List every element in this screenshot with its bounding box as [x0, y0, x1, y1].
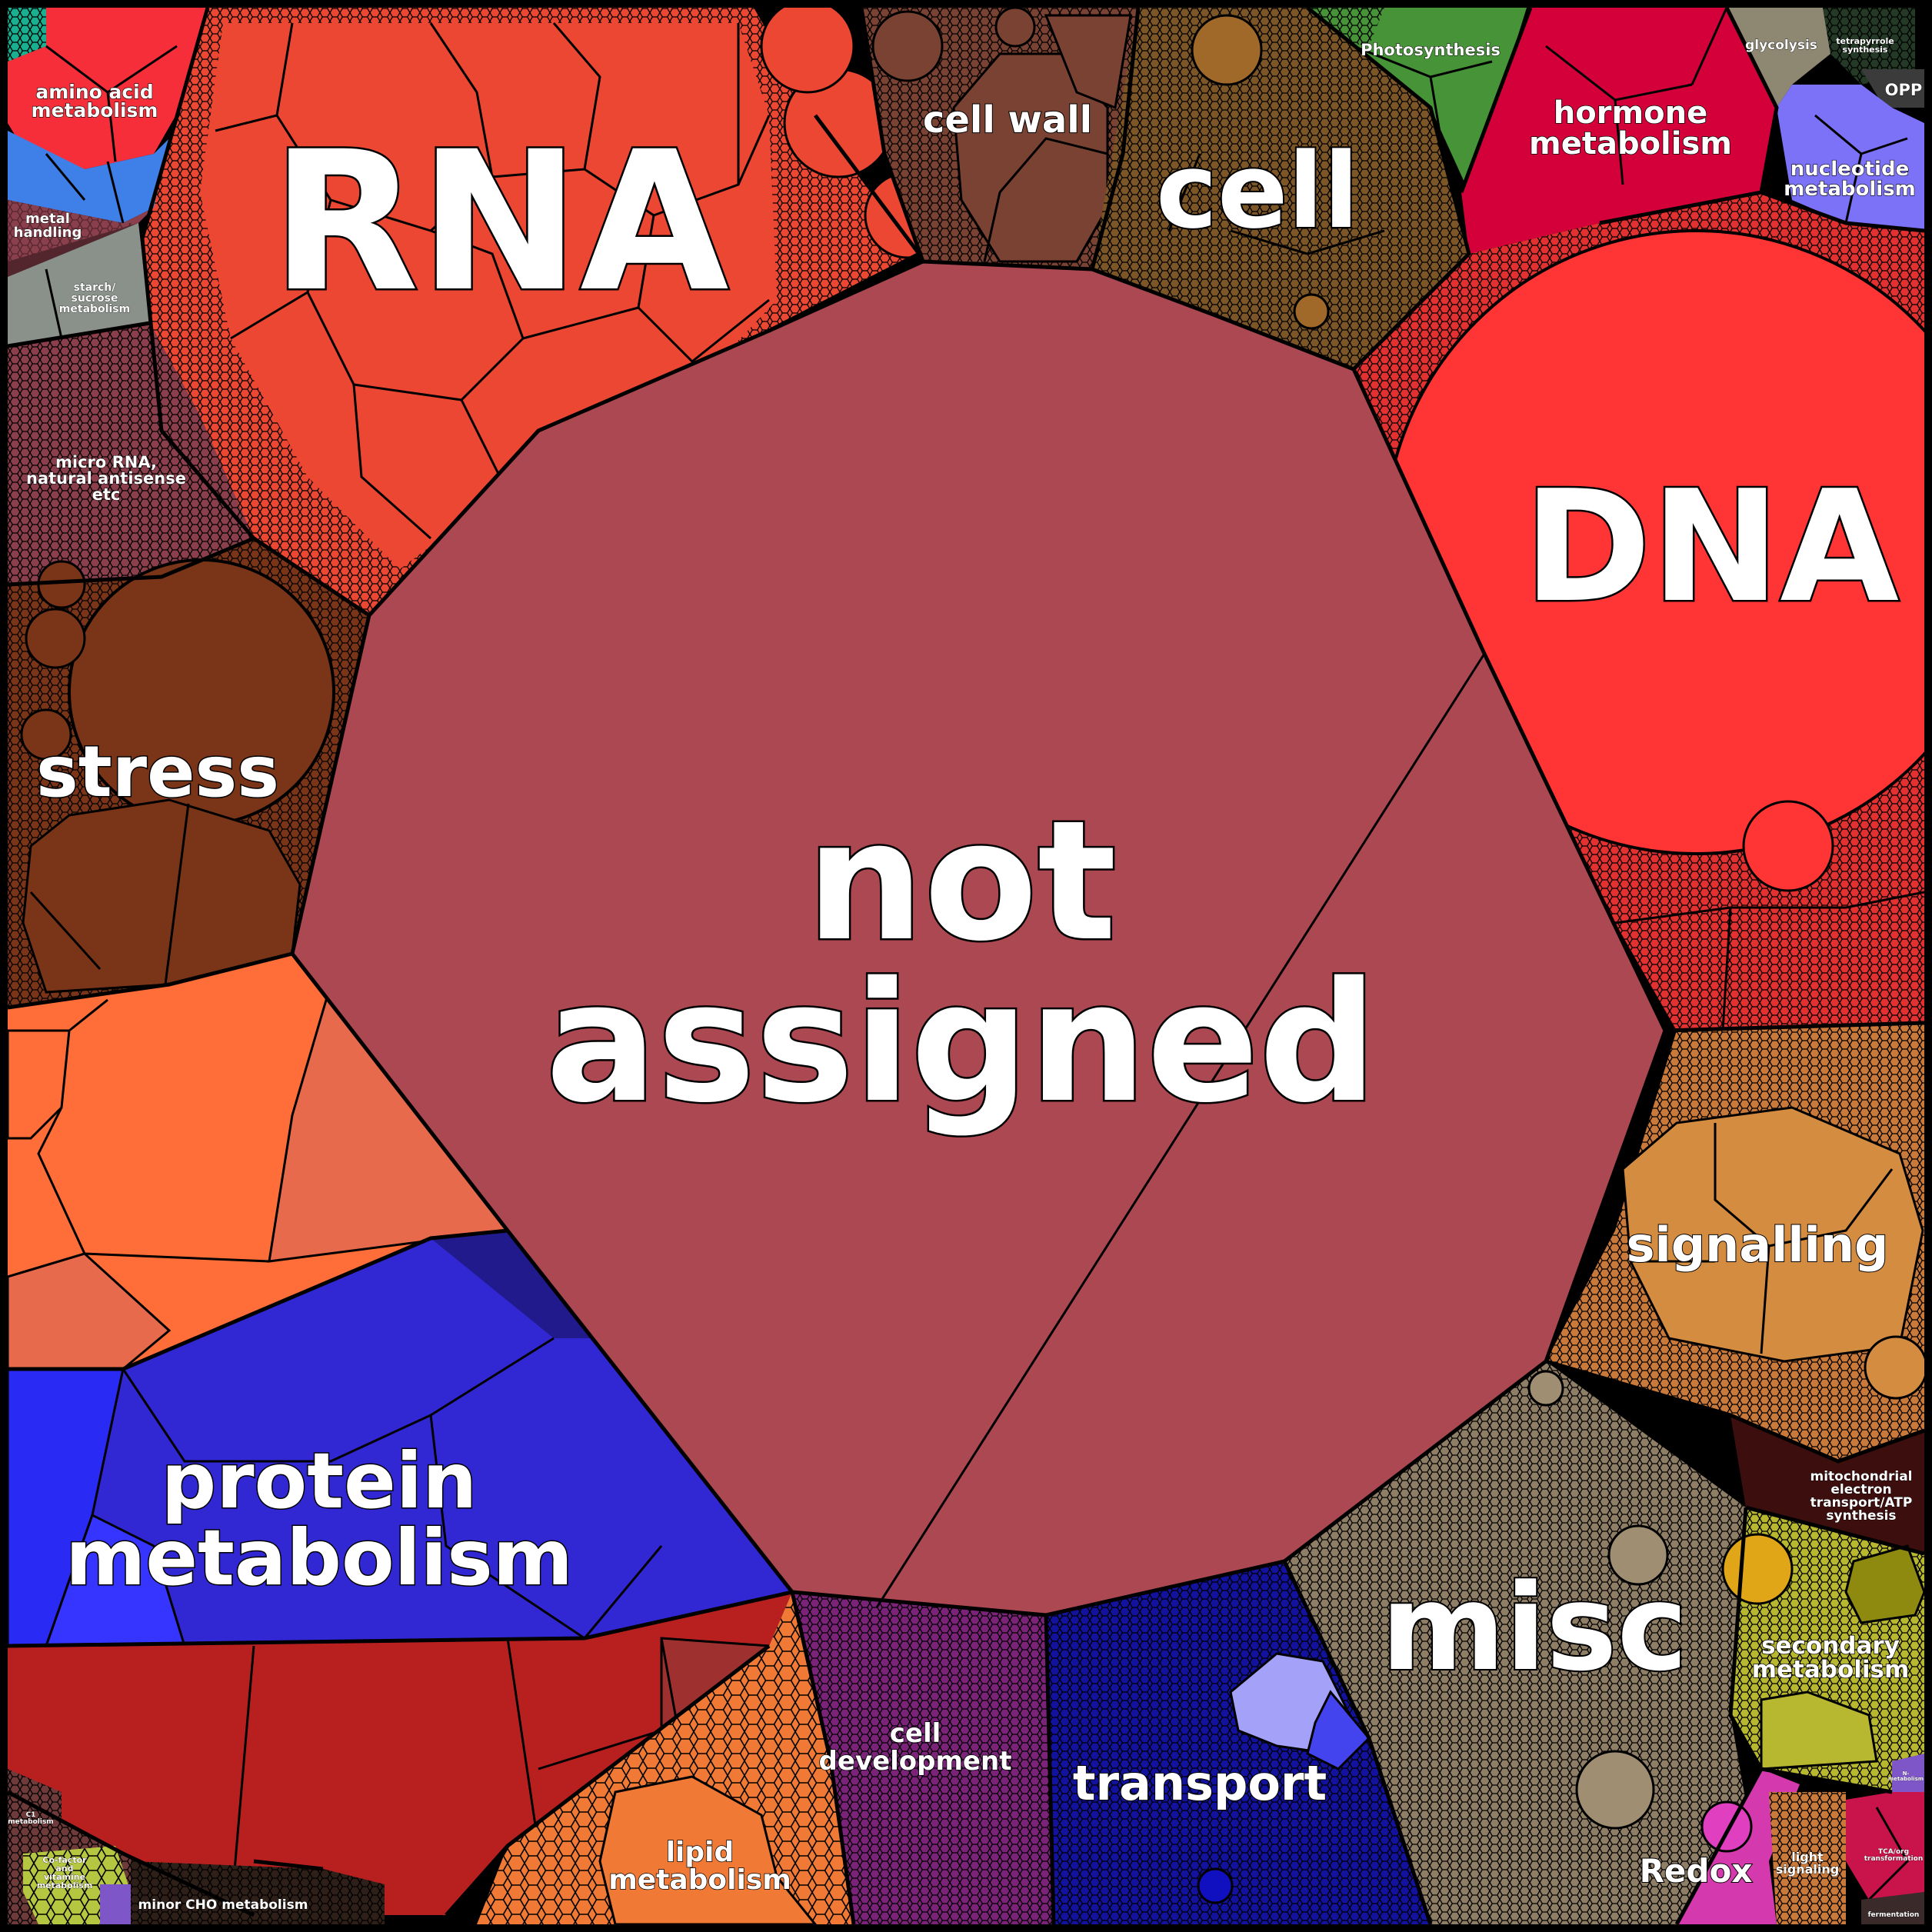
region-dna [1354, 192, 1932, 1031]
region-opp [1861, 69, 1924, 108]
label-minor-cho: minor CHO metabolism [138, 1897, 308, 1913]
label-n-metabolism: N-metabolism [1888, 1770, 1924, 1782]
region-photosynthesis [1307, 8, 1527, 192]
region-n-metabolism-left [100, 1884, 131, 1924]
label-opp: OPP [1885, 81, 1923, 99]
region-transport [1046, 1561, 1431, 1924]
label-dna: DNA [1524, 458, 1899, 637]
label-tca: TCA/org transformation [1864, 1848, 1924, 1863]
label-nucleotide-metabolism: nucleotide metabolism [1784, 158, 1916, 201]
label-fermentation: fermentation [1868, 1911, 1920, 1919]
region-lipid-metabolism [477, 1592, 854, 1926]
label-c1: C1 metabolism [8, 1811, 53, 1826]
region-metal-handling [8, 154, 154, 277]
label-misc: misc [1381, 1558, 1688, 1697]
region-minor-cho [131, 1861, 385, 1924]
region-c1 [8, 1769, 62, 1861]
labels: RNA DNA not assigned cell cell wall prote… [8, 36, 1924, 1919]
region-fermentation [1861, 1892, 1924, 1924]
label-not-assigned: not assigned [545, 784, 1377, 1139]
region-cell [1092, 8, 1469, 369]
region-cell-wall [861, 6, 1138, 269]
region-light-signaling [1769, 1792, 1846, 1924]
region-starch-sucrose [8, 223, 150, 346]
label-signalling: signalling [1627, 1217, 1889, 1273]
region-micro-rna [8, 323, 254, 585]
region-glycolysis [1727, 8, 1830, 108]
label-cell: cell [1156, 131, 1359, 251]
label-micro-rna: micro RNA, natural antisense etc [26, 453, 186, 504]
label-transport: transport [1073, 1755, 1327, 1811]
region-tca [1846, 1784, 1924, 1901]
label-secondary-metabolism: secondary metabolism [1752, 1632, 1910, 1684]
region-tetrapyrrole [1823, 8, 1915, 85]
label-lipid-metabolism: lipid metabolism [608, 1837, 791, 1896]
label-cell-wall: cell wall [923, 98, 1092, 142]
region-cell-development [792, 1592, 1054, 1924]
label-cell-development: cell development [819, 1718, 1012, 1777]
label-cofactor: Co-factor and vitamine metabolism [37, 1855, 93, 1890]
region-orange-left [6, 954, 510, 1371]
region-secondary-metabolism [1721, 1507, 1926, 1792]
region-nucleotide-metabolism [1777, 85, 1924, 231]
region-redox [1677, 1769, 1800, 1924]
region-signalling [1546, 1023, 1928, 1461]
label-rna: RNA [271, 110, 728, 334]
label-protein-metabolism: protein metabolism [65, 1436, 573, 1603]
region-stress [8, 538, 369, 1008]
label-photosynthesis: Photosynthesis [1361, 41, 1501, 59]
region-blue-small [8, 131, 169, 224]
region-n-metabolism [1892, 1754, 1924, 1792]
region-not-assigned [290, 259, 1667, 1617]
label-redox: Redox [1640, 1852, 1753, 1890]
region-hormone-metabolism [1461, 7, 1777, 254]
label-mitochondrial: mitochondrial electron transport/ATP synthe… [1810, 1469, 1913, 1524]
label-starch-sucrose: starch/sucrose metabolism [59, 281, 130, 315]
region-amino-acid-metabolism [8, 8, 208, 169]
label-tetrapyrrole-synthesis: tetrapyrrole synthesis [1836, 36, 1894, 55]
label-glycolysis: glycolysis [1745, 38, 1817, 53]
region-misc [1284, 1361, 1754, 1924]
region-borders [6, 6, 1925, 1926]
label-amino-acid-metabolism: amino acid metabolism [32, 81, 158, 122]
label-light-signaling: light signaling [1776, 1850, 1839, 1877]
label-stress: stress [36, 731, 279, 813]
label-hormone-metabolism: hormone metabolism [1529, 95, 1732, 162]
label-metal-handling: metal handling [14, 211, 82, 241]
